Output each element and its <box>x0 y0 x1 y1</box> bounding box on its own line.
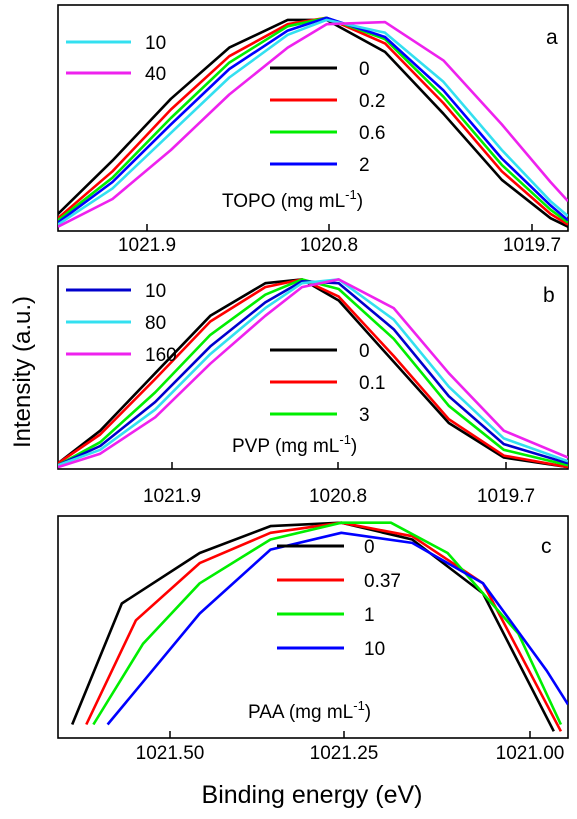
series-line-10 <box>106 531 568 726</box>
legend-title: TOPO (mg mL-1) <box>222 187 363 212</box>
series-line-2 <box>58 16 568 224</box>
x-tick-label: 1019.7 <box>503 235 561 256</box>
panel-letter: c <box>541 535 552 558</box>
plot-frame <box>57 265 569 470</box>
panel-c: 1021.50 1021.25 1021.00 c 0 0.37 1 10 PAA (mg mL… <box>57 515 569 764</box>
x-tick-label: 1021.00 <box>496 743 565 764</box>
x-tick-label: 1021.25 <box>310 743 379 764</box>
legend-title: PVP (mg mL-1) <box>232 432 357 457</box>
legend-label-0.1: 0.1 <box>359 373 385 394</box>
panel-letter: b <box>543 284 555 307</box>
legend-label-10: 10 <box>364 639 385 660</box>
legend-label-1: 1 <box>364 605 375 626</box>
x-axis-label: Binding energy (eV) <box>202 781 423 809</box>
legend-title: PAA (mg mL-1) <box>248 698 371 723</box>
series-line-10 <box>58 18 568 226</box>
series-line-160 <box>58 278 568 469</box>
x-tick-label: 1021.9 <box>143 486 201 507</box>
legend-label-0.6: 0.6 <box>359 123 385 144</box>
x-tick-label: 1019.7 <box>477 486 535 507</box>
legend-label-0.2: 0.2 <box>359 91 385 112</box>
x-tick-label: 1020.8 <box>300 235 358 256</box>
series-line-3 <box>58 278 568 467</box>
legend-label-2: 2 <box>359 155 370 176</box>
x-tick-label: 1021.9 <box>118 235 176 256</box>
legend-label-40: 40 <box>145 64 166 85</box>
series-line-1 <box>92 521 563 726</box>
x-tick-label: 1021.50 <box>136 743 205 764</box>
panel-letter: a <box>546 26 558 49</box>
plot-frame <box>57 515 569 739</box>
y-axis-label: Intensity (a.u.) <box>9 296 36 448</box>
legend-label-0: 0 <box>359 341 370 362</box>
series-line-40 <box>58 20 568 228</box>
panel-a: 1021.9 1020.8 1019.7 a 10 40 0 0.2 0.6 2 TOPO (mg … <box>57 4 569 256</box>
x-tick-label: 1020.8 <box>309 486 367 507</box>
plot-frame <box>57 4 569 232</box>
legend-label-80: 80 <box>145 313 166 334</box>
legend-label-0.37: 0.37 <box>364 571 401 592</box>
series-line-10 <box>58 279 568 467</box>
legend-label-0: 0 <box>364 537 375 558</box>
legend-label-0: 0 <box>359 59 370 80</box>
legend-label-10: 10 <box>145 33 166 54</box>
series-line-80 <box>58 278 568 467</box>
legend-label-3: 3 <box>359 405 370 426</box>
legend-label-10: 10 <box>145 281 166 302</box>
series-line-0 <box>70 521 555 732</box>
legend-label-160: 160 <box>145 345 177 366</box>
